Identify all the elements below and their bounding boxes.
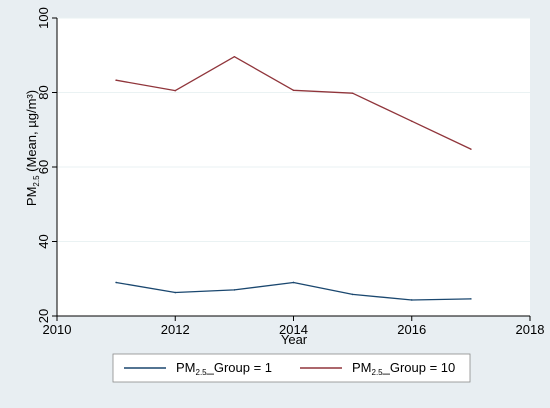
series-lines (115, 55, 472, 301)
y-tick-label-20: 20 (36, 309, 51, 323)
data-point-series-1-2017 (470, 298, 472, 300)
x-axis-title: Year (281, 332, 308, 347)
x-tick-label-2016: 2016 (397, 322, 426, 337)
y-tick-label-40: 40 (36, 234, 51, 248)
data-point-series-2-2016 (410, 120, 413, 122)
legend-item-group-1: PM2.5_Group = 1 (124, 360, 272, 377)
data-point-series-1-2011 (115, 281, 117, 284)
x-tick-label-2014: 2014 (279, 322, 308, 337)
legend-item-group-10: PM2.5_Group = 10 (300, 360, 455, 377)
legend-label-group-10: PM2.5_Group = 10 (352, 360, 455, 377)
data-point-series-2-2011 (115, 79, 117, 82)
x-tick-label-2010: 2010 (43, 322, 72, 337)
y-tick-label-60: 60 (36, 160, 51, 174)
data-point-series-2-2014 (292, 89, 295, 92)
x-tick-label-2012: 2012 (161, 322, 190, 337)
x-tick-label-2018: 2018 (516, 322, 545, 337)
data-point-series-1-2015 (351, 293, 354, 296)
y-axis-title: PM2.5 (Mean, µg/m³) (24, 90, 41, 206)
data-point-series-1-2016 (410, 299, 413, 301)
data-point-series-1-2014 (292, 281, 295, 284)
data-point-series-1-2012 (174, 291, 177, 294)
data-point-series-2-2012 (174, 89, 177, 92)
data-point-series-2-2013 (233, 55, 236, 58)
data-point-series-2-2015 (351, 92, 354, 95)
data-point-series-1-2013 (233, 289, 236, 291)
y-tick-label-80: 80 (36, 85, 51, 99)
data-point-series-2-2017 (470, 148, 472, 150)
legend-box (112, 353, 471, 383)
legend-label-group-1: PM2.5_Group = 1 (176, 360, 272, 377)
axes: 20 40 60 80 100 2010 2012 2014 2016 2018 (36, 7, 544, 337)
legend: PM2.5_Group = 1 PM2.5_Group = 10 (112, 353, 471, 383)
y-tick-label-100: 100 (36, 7, 51, 29)
